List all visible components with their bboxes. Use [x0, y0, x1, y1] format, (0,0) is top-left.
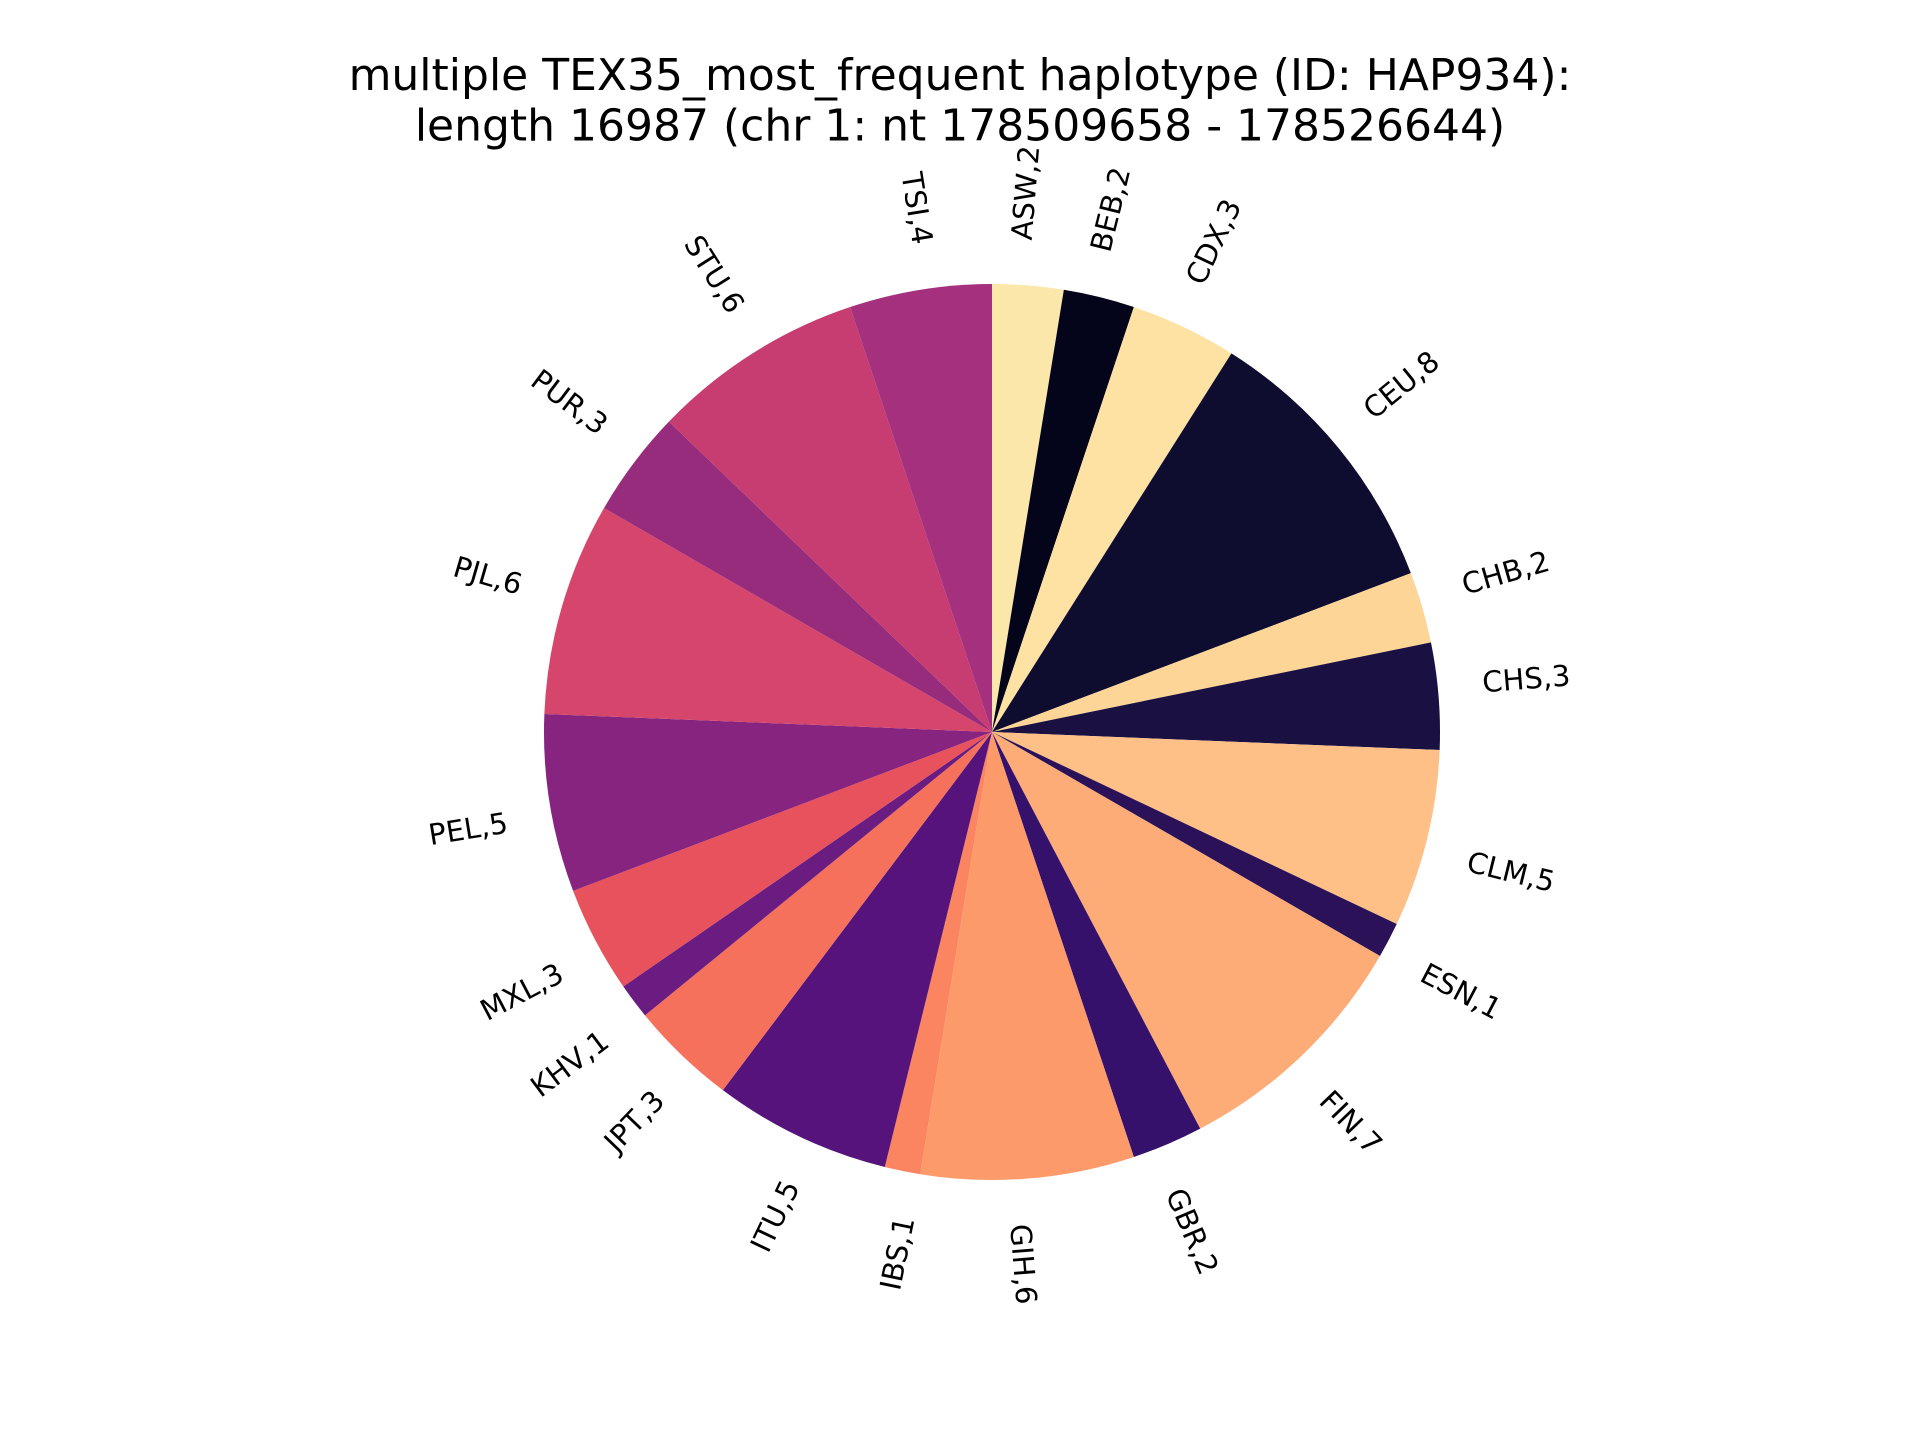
pie-slice-gbr — [992, 732, 1201, 1157]
pie-label-fin: FIN,7 — [1313, 1084, 1389, 1161]
pie-slice-ibs — [884, 732, 992, 1175]
pie-label-gih: GIH,6 — [1003, 1223, 1043, 1306]
pie-label-clm: CLM,5 — [1464, 845, 1559, 899]
pie-label-jpt: JPT,3 — [596, 1084, 671, 1161]
pie-label-pjl: PJL,6 — [450, 550, 527, 602]
pie-label-chs: CHS,3 — [1481, 658, 1572, 699]
pie-label-cdx: CDX,3 — [1179, 194, 1248, 290]
pie-label-beb: BEB,2 — [1084, 164, 1138, 255]
pie-slice-mxl — [573, 732, 992, 987]
pie-slice-stu — [668, 307, 992, 732]
pie-label-chb: CHB,2 — [1458, 544, 1554, 602]
pie-slice-cdx — [992, 307, 1232, 732]
pie-label-khv: KHV,1 — [524, 1024, 615, 1104]
pie-slice-itu — [722, 732, 992, 1167]
pie-slice-khv — [623, 732, 992, 1016]
pie-slice-pur — [604, 421, 992, 732]
pie-slice-ceu — [992, 353, 1411, 732]
pie-label-mxl: MXL,3 — [475, 956, 569, 1027]
pie-slice-pel — [543, 713, 992, 891]
pie-slices — [543, 284, 1441, 1180]
pie-label-itu: ITU,5 — [744, 1175, 807, 1257]
pie-label-ceu: CEU,8 — [1357, 344, 1446, 426]
pie-slice-chs — [992, 642, 1441, 751]
pie-label-asw: ASW,2 — [1005, 144, 1047, 241]
pie-label-pur: PUR,3 — [525, 362, 615, 441]
chart-title: multiple TEX35_most_frequent haplotype (… — [349, 50, 1572, 152]
pie-label-pel: PEL,5 — [426, 806, 510, 852]
pie-label-ibs: IBS,1 — [873, 1214, 921, 1293]
pie-label-esn: ESN,1 — [1415, 956, 1507, 1026]
pie-label-gbr: GBR,2 — [1159, 1183, 1226, 1279]
pie-slice-tsi — [850, 284, 992, 732]
pie-slice-pjl — [544, 508, 992, 732]
pie-slice-asw — [992, 284, 1064, 732]
pie-slice-clm — [992, 732, 1440, 925]
pie-slice-esn — [992, 732, 1397, 956]
pie-slice-gih — [920, 732, 1134, 1180]
pie-slice-chb — [992, 573, 1431, 732]
pie-label-stu: STU,6 — [677, 229, 751, 319]
pie-slice-beb — [992, 289, 1134, 732]
pie-label-tsi: TSI,4 — [894, 169, 939, 247]
pie-slice-fin — [992, 732, 1380, 1129]
pie-slice-jpt — [644, 732, 992, 1091]
